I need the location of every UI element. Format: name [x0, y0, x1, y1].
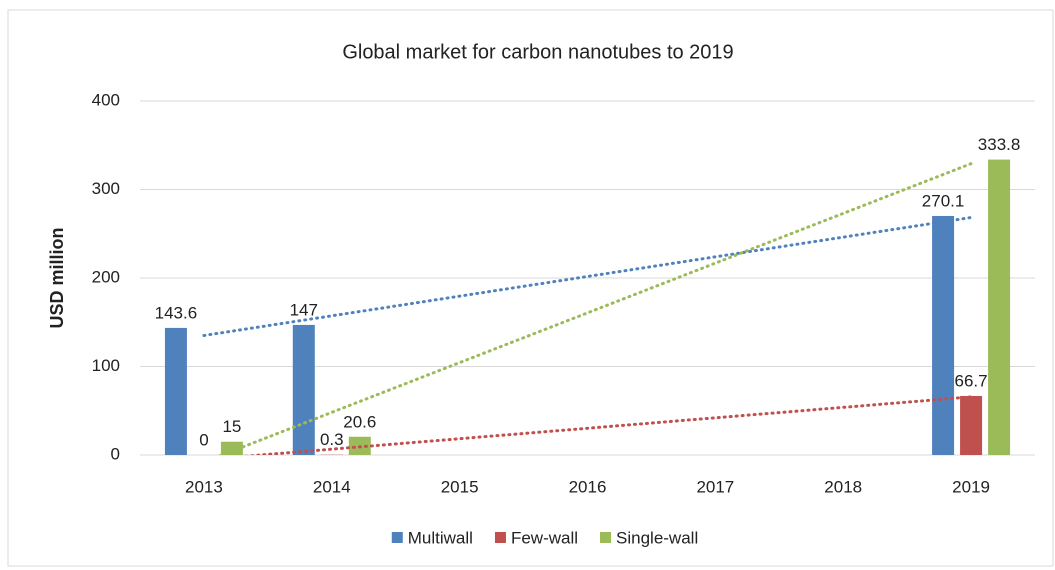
- data-label: 270.1: [922, 191, 965, 210]
- x-tick-label: 2019: [952, 477, 990, 496]
- data-label: 66.7: [955, 371, 988, 390]
- data-label: 0.3: [320, 430, 344, 449]
- data-label: 333.8: [978, 135, 1021, 154]
- trendline: [242, 395, 973, 455]
- x-tick-label: 2014: [313, 477, 351, 496]
- legend-label: Few-wall: [511, 528, 578, 547]
- bar: [292, 324, 315, 455]
- trendlines: [202, 162, 973, 455]
- y-tick-label: 400: [92, 90, 120, 109]
- bar: [932, 215, 955, 455]
- legend-swatch: [391, 532, 403, 543]
- bar: [164, 327, 187, 455]
- bar: [220, 441, 243, 455]
- x-tick-label: 2015: [441, 477, 479, 496]
- data-label: 147: [290, 300, 318, 319]
- data-label: 0: [199, 430, 208, 449]
- y-axis-label: USD million: [47, 227, 67, 328]
- x-tick-label: 2013: [185, 477, 223, 496]
- x-tick-label: 2016: [569, 477, 607, 496]
- trendline: [202, 215, 973, 337]
- legend-label: Single-wall: [616, 528, 698, 547]
- legend-label: Multiwall: [408, 528, 473, 547]
- bar: [988, 159, 1011, 455]
- chart-title: Global market for carbon nanotubes to 20…: [342, 41, 733, 63]
- y-tick-label: 200: [92, 267, 120, 286]
- y-tick-label: 0: [111, 444, 120, 463]
- y-tick-label: 300: [92, 179, 120, 198]
- legend-swatch: [494, 532, 506, 543]
- trendline: [217, 162, 973, 455]
- legend-swatch: [600, 532, 612, 543]
- y-tick-label: 100: [92, 356, 120, 375]
- x-tick-label: 2018: [824, 477, 862, 496]
- chart-frame: [7, 9, 1054, 567]
- bar: [960, 395, 983, 455]
- data-label: 20.6: [343, 412, 376, 431]
- x-tick-label: 2017: [696, 477, 734, 496]
- data-label: 143.6: [155, 303, 198, 322]
- data-label: 15: [222, 417, 241, 436]
